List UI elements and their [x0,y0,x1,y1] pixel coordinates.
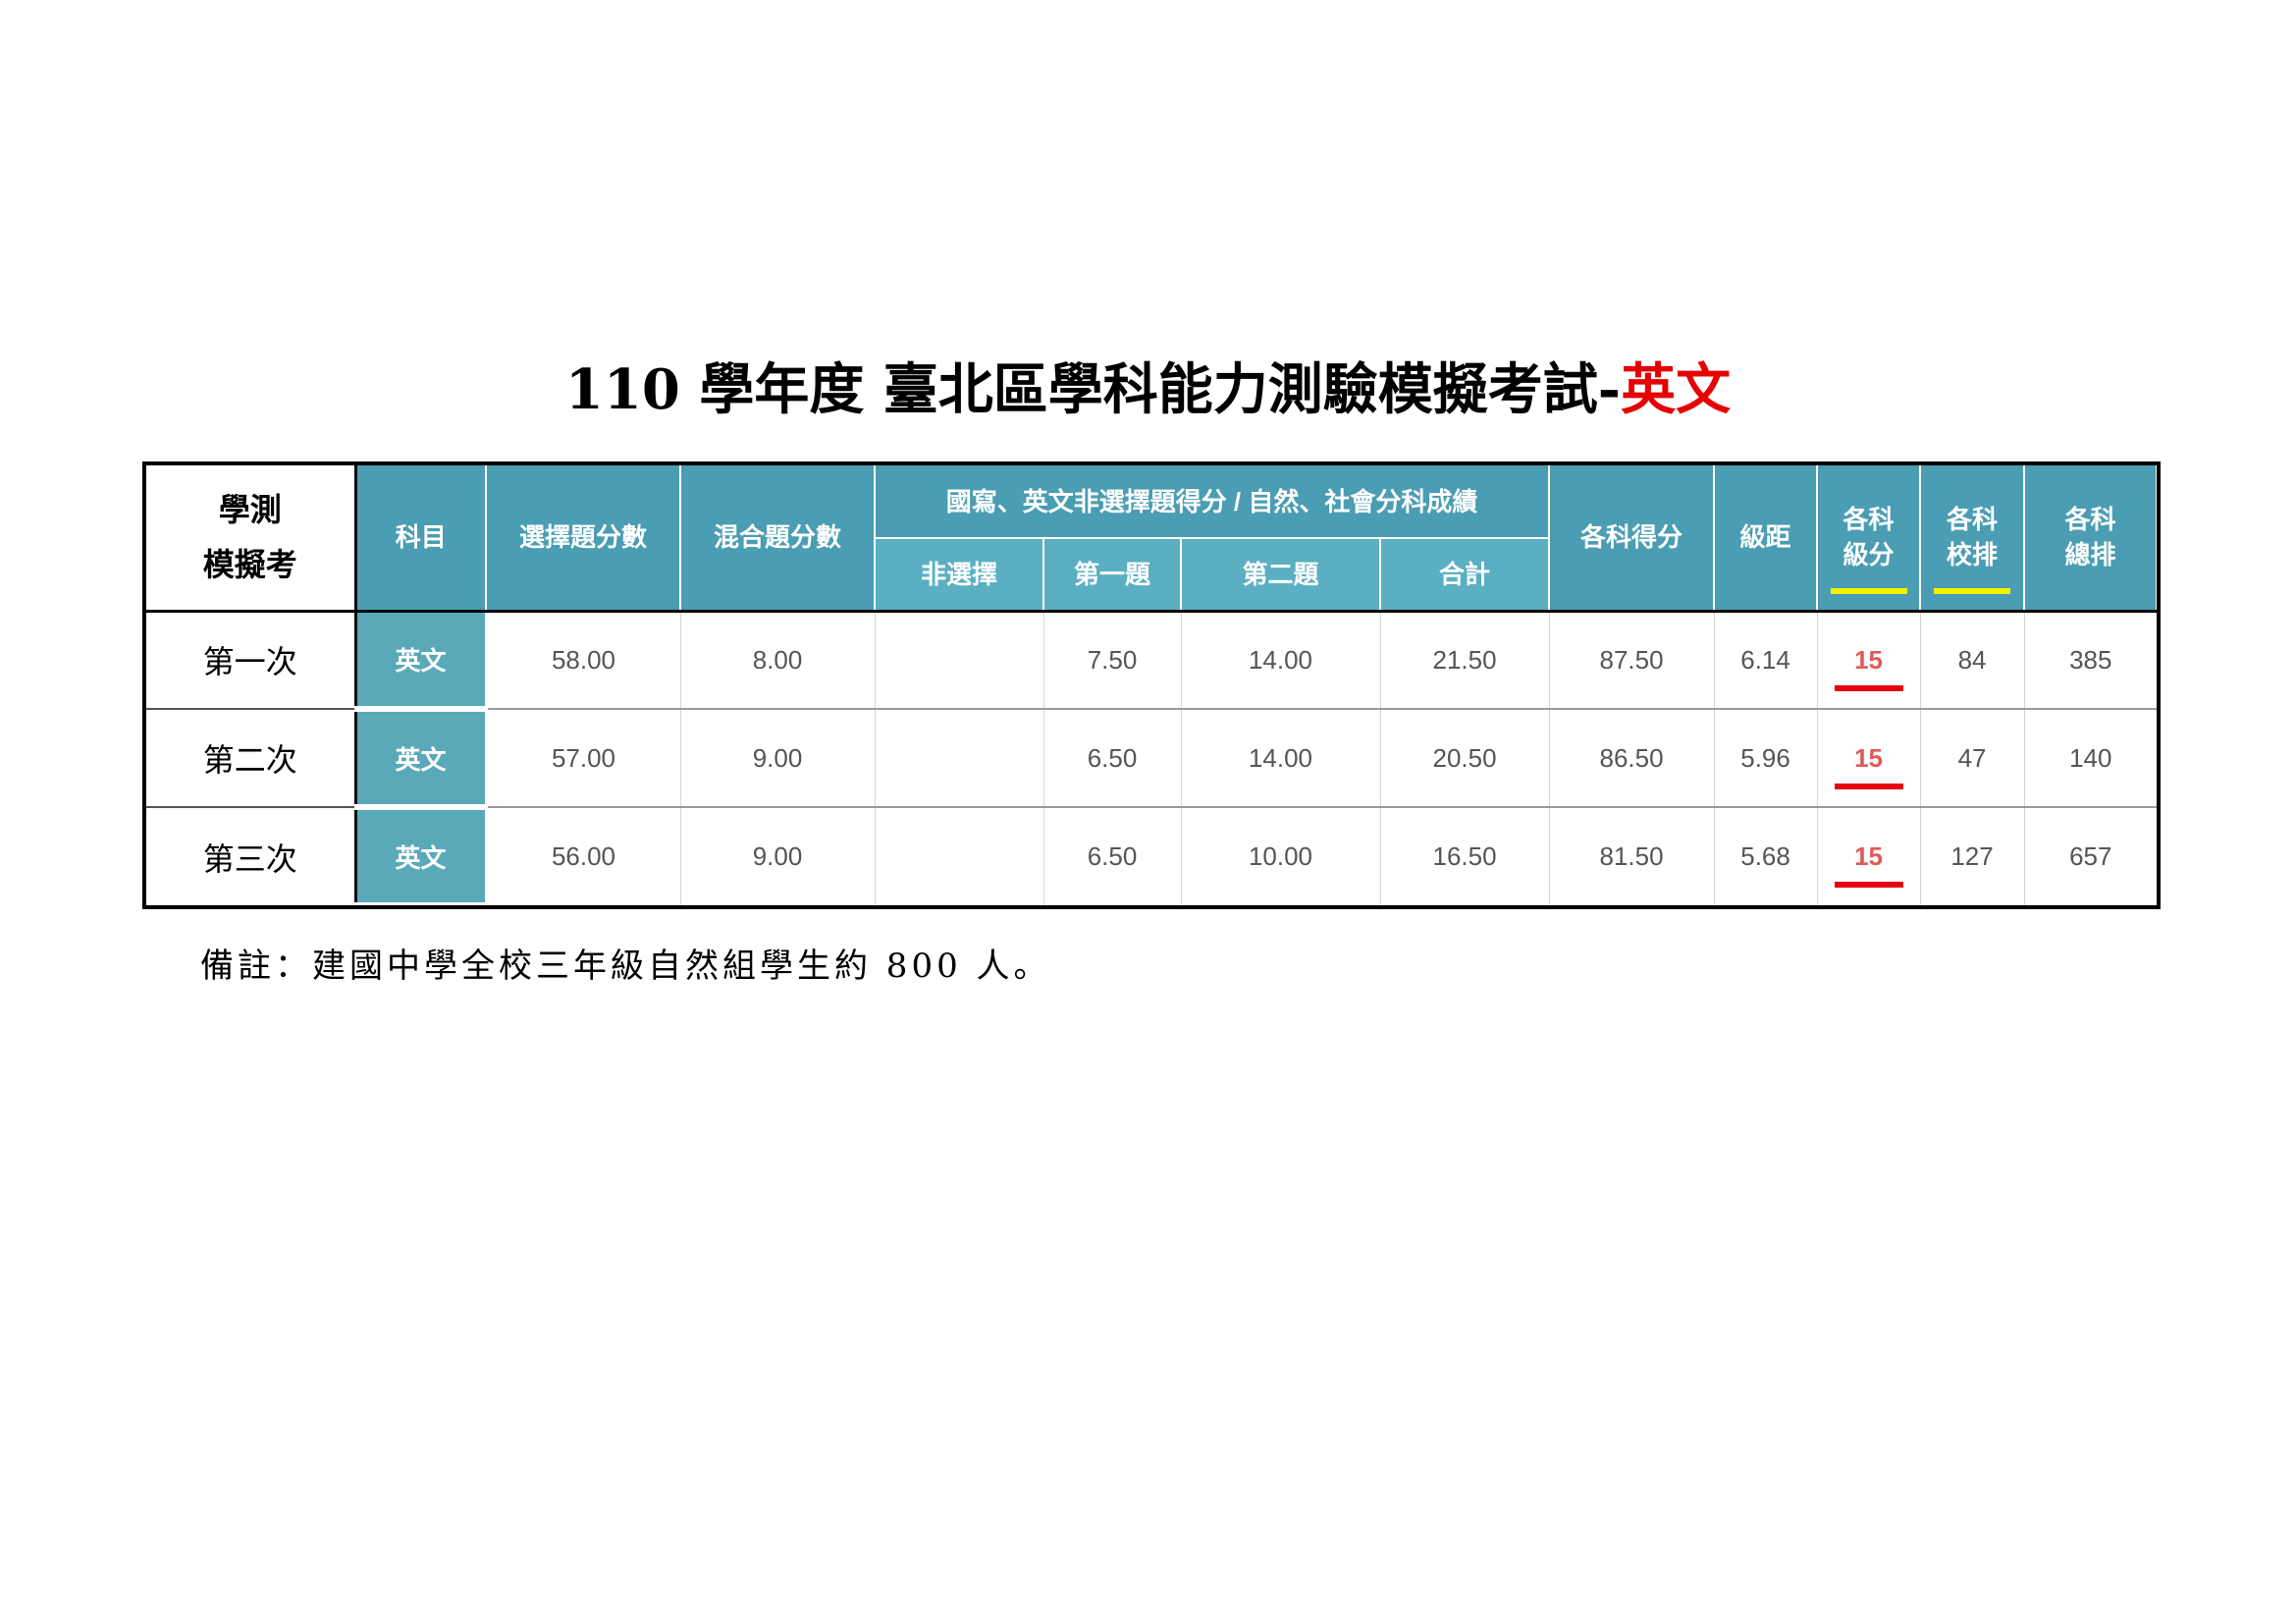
header-grade-line2: 級分 [1842,540,1895,570]
header-row-sub: 非選擇 第一題 第二題 合計 [146,537,2157,613]
cell-subject-score: 81.50 [1548,807,1715,905]
cell-non-choice [874,611,1043,710]
grade-red-underline [1834,783,1903,789]
row-label: 第二次 [146,709,357,808]
title-main: 110 學年度 臺北區學科能力測驗模擬考試- [564,357,1622,422]
header-group: 國寫、英文非選擇題得分 / 自然、社會分科成績 [873,465,1551,538]
row-label-header-line1: 學測 [218,491,282,529]
school-rank-yellow-underline [1934,588,2011,595]
title-subject: 英文 [1621,357,1732,422]
grade-value-wrap: 15 [1834,742,1903,789]
cell-subject: 英文 [353,611,488,712]
row-label: 第一次 [146,611,357,710]
cell-grade: 15 [1816,709,1921,808]
cell-overall-rank: 140 [2023,709,2157,808]
grade-yellow-underline [1830,588,1907,595]
cell-overall-rank: 385 [2023,611,2157,710]
header-q2: 第二題 [1180,537,1381,613]
page-title: 110 學年度 臺北區學科能力測驗模擬考試-英文 [0,346,2296,425]
cell-overall-rank: 657 [2023,807,2157,905]
header-subject-score: 各科得分 [1548,465,1716,613]
cell-total: 20.50 [1379,709,1550,808]
header-school-rank-line2: 校排 [1947,540,1999,570]
cell-subject-score: 87.50 [1548,611,1715,710]
cell-q2: 14.00 [1180,611,1380,710]
grade-value-wrap: 15 [1834,841,1903,888]
row-label: 第三次 [146,807,357,905]
header-overall-rank-line1: 各科 [2064,505,2116,535]
cell-school-rank: 84 [1919,611,2025,710]
cell-subject: 英文 [353,807,488,905]
cell-q1: 6.50 [1042,807,1181,905]
header-overall-rank: 各科 總排 [2023,465,2157,613]
cell-grade: 15 [1816,807,1921,905]
cell-q1: 6.50 [1042,709,1181,808]
grade-value: 15 [1854,841,1883,871]
cell-total: 21.50 [1379,611,1550,710]
cell-interval: 5.68 [1713,807,1818,905]
cell-subject-score: 86.50 [1548,709,1715,808]
header-school-rank-text: 各科 校排 [1934,502,2011,595]
header-grade-text: 各科 級分 [1830,502,1907,595]
grade-value: 15 [1854,644,1883,675]
grade-red-underline [1834,684,1903,691]
footnote: 備註：建國中學全校三年級自然組學生約 800 人。 [200,947,1051,986]
header-school-rank-line1: 各科 [1947,505,1999,535]
cell-q2: 10.00 [1180,807,1380,905]
cell-mixed-score: 9.00 [679,807,875,905]
row-label-header: 學測 模擬考 [146,465,357,613]
cell-total: 16.50 [1379,807,1550,905]
cell-mixed-score: 8.00 [679,611,875,710]
score-table-frame: 學測 模擬考 科目 選擇題分數 混合題分數 國寫、英文非選擇題得分 / 自然、社… [142,461,2161,909]
header-grade: 各科 級分 [1816,465,1922,613]
header-grade-line1: 各科 [1842,505,1895,535]
header-non-choice: 非選擇 [874,537,1044,613]
cell-q2: 14.00 [1180,709,1380,808]
header-q1: 第一題 [1042,537,1182,613]
cell-mixed-score: 9.00 [679,709,875,808]
header-total: 合計 [1378,537,1551,613]
cell-choice-score: 57.00 [485,709,680,808]
table-row: 第三次 英文 56.00 9.00 6.50 10.00 16.50 81.50… [146,807,2157,905]
header-overall-rank-line2: 總排 [2064,540,2116,570]
cell-interval: 5.96 [1713,709,1818,808]
header-choice-score: 選擇題分數 [485,465,681,613]
cell-non-choice [874,709,1043,808]
header-subject: 科目 [354,465,487,613]
cell-choice-score: 56.00 [485,807,680,905]
cell-interval: 6.14 [1713,611,1818,710]
header-mixed-score: 混合題分數 [679,465,876,613]
cell-school-rank: 47 [1919,709,2025,808]
cell-subject: 英文 [353,709,488,810]
cell-school-rank: 127 [1919,807,2025,905]
grade-value: 15 [1854,742,1883,773]
row-label-header-line2: 模擬考 [202,546,297,584]
table-row: 第二次 英文 57.00 9.00 6.50 14.00 20.50 86.50… [146,709,2157,810]
table-row: 第一次 英文 58.00 8.00 7.50 14.00 21.50 87.50… [146,611,2157,712]
cell-q1: 7.50 [1042,611,1181,710]
cell-non-choice [874,807,1043,905]
header-interval: 級距 [1713,465,1819,613]
score-table: 學測 模擬考 科目 選擇題分數 混合題分數 國寫、英文非選擇題得分 / 自然、社… [146,465,2157,905]
grade-red-underline [1834,882,1903,888]
cell-choice-score: 58.00 [485,611,680,710]
header-row-top: 學測 模擬考 科目 選擇題分數 混合題分數 國寫、英文非選擇題得分 / 自然、社… [146,465,2157,613]
cell-grade: 15 [1816,611,1921,710]
grade-value-wrap: 15 [1834,644,1903,691]
header-school-rank: 各科 校排 [1919,465,2026,613]
